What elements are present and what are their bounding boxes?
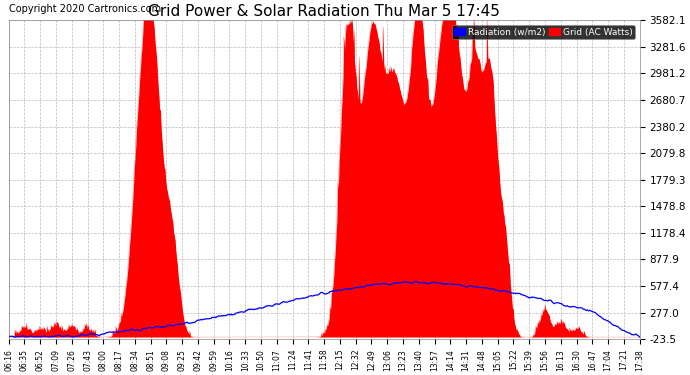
Text: Copyright 2020 Cartronics.com: Copyright 2020 Cartronics.com bbox=[9, 4, 161, 14]
Title: Grid Power & Solar Radiation Thu Mar 5 17:45: Grid Power & Solar Radiation Thu Mar 5 1… bbox=[148, 4, 500, 19]
Legend: Radiation (w/m2), Grid (AC Watts): Radiation (w/m2), Grid (AC Watts) bbox=[452, 25, 635, 39]
